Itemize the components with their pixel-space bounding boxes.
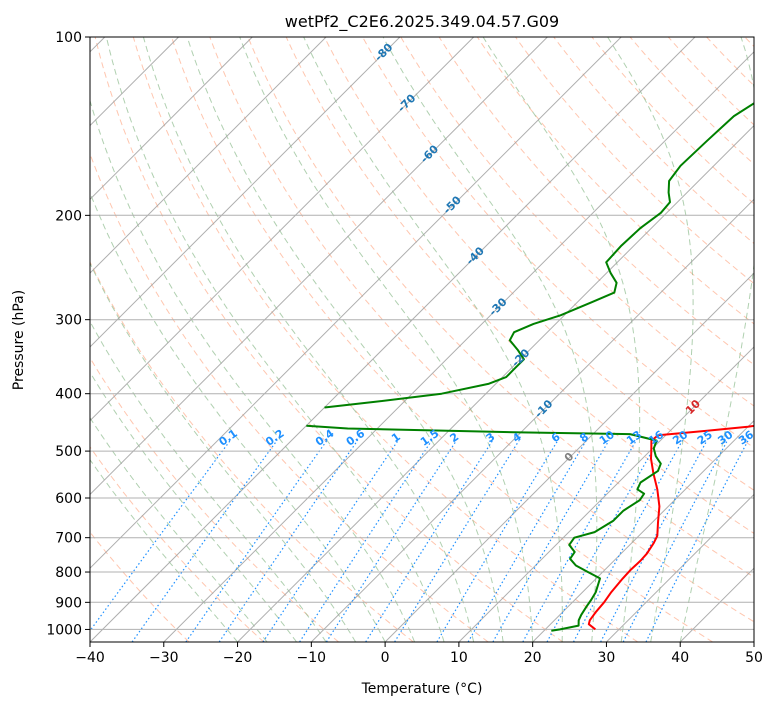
chart-title: wetPf2_C2E6.2025.349.04.57.G09 (285, 12, 559, 32)
plot-frame (89, 36, 755, 643)
dry-adiabat-line (323, 37, 754, 491)
mixing-ratio-label: 36 (736, 428, 756, 448)
y-axis-title: Pressure (hPa) (11, 290, 27, 390)
mixing-ratio-line (299, 439, 433, 642)
x-tick-label: 20 (524, 650, 542, 666)
y-tick-label: 700 (55, 531, 82, 547)
moist-adiabat-line (90, 320, 327, 642)
moist-adiabat-line (382, 37, 598, 642)
x-tick-label: 0 (381, 650, 390, 666)
mixing-ratio-line (262, 439, 399, 642)
y-tick-label: 900 (55, 595, 82, 611)
x-tick-label: −30 (149, 650, 179, 666)
y-tick-label: 800 (55, 565, 82, 581)
dewpoint-profile-line (324, 102, 754, 409)
isotherm-line (90, 37, 327, 274)
moist-adiabat-line (90, 262, 357, 642)
isotherm-line (90, 37, 696, 642)
isotherm-line (606, 493, 754, 642)
dry-adiabat-line (94, 37, 564, 642)
y-tick-label: 1000 (46, 622, 82, 638)
isotherm-line (90, 37, 548, 496)
x-tick-label: −20 (223, 650, 253, 666)
x-tick-label: 10 (450, 650, 468, 666)
dry-adiabat-line (438, 37, 754, 366)
plot-background (90, 37, 754, 642)
dry-adiabat-line (515, 37, 754, 285)
x-axis-title: Temperature (°C) (361, 681, 483, 697)
y-tick-label: 600 (55, 491, 82, 507)
dry-adiabat-line (90, 446, 265, 642)
moist-adiabat-line (90, 191, 386, 642)
dry-adiabat-line (553, 37, 754, 245)
moist-adiabat-line (303, 37, 563, 642)
y-tick-label: 500 (55, 444, 82, 460)
isotherm-line (237, 124, 754, 642)
mixing-ratio-line (131, 439, 278, 642)
y-tick-label: 100 (55, 30, 82, 46)
isotherm-line (458, 346, 754, 642)
dry-adiabat-line (247, 37, 754, 578)
isotherm-line (532, 419, 754, 642)
moist-adiabat-line (105, 37, 445, 642)
moist-adiabat-line (186, 37, 504, 642)
isotherm-line (90, 37, 475, 422)
x-tick-label: −10 (297, 650, 327, 666)
isotherm-line (384, 272, 754, 642)
isotherm-line (90, 37, 622, 569)
mixing-ratio-line (218, 439, 359, 642)
plot-area (90, 37, 754, 642)
x-tick-label: 40 (671, 650, 689, 666)
mixing-ratio-line (436, 439, 559, 642)
y-tick-label: 300 (55, 313, 82, 329)
isotherm-line (163, 51, 754, 642)
dry-adiabat-line (90, 260, 414, 642)
x-tick-label: 30 (598, 650, 616, 666)
moist-adiabat-line (142, 37, 475, 642)
mixing-ratio-line (467, 439, 587, 642)
moist-adiabat-line (239, 37, 534, 642)
dry-adiabat-line (400, 37, 754, 407)
mixing-ratio-line (185, 439, 328, 642)
moist-adiabat-line (90, 416, 268, 642)
dry-adiabat-line (629, 37, 754, 165)
x-tick-label: 50 (745, 650, 763, 666)
moist-adiabat-line (90, 458, 238, 642)
mixing-ratio-line (645, 440, 749, 642)
moist-adiabat-line (679, 37, 754, 642)
mixing-ratio-line (394, 439, 520, 642)
temperature-profile-line (587, 424, 754, 631)
moist-adiabat-line (90, 371, 297, 642)
axes: −40 −30 −20 −10 0 10 20 30 40 50 1000 900 800 700 600 5… (46, 30, 763, 666)
moist-adiabat-line (607, 37, 694, 642)
y-tick-label: 400 (55, 387, 82, 403)
dry-adiabat-line (132, 37, 639, 642)
isotherm-line (90, 37, 401, 348)
dewpoint-profile-line (306, 424, 662, 632)
dry-adiabat-line (209, 37, 754, 623)
x-tick-label: −40 (75, 650, 105, 666)
mixing-ratio-line (90, 439, 231, 632)
mixing-ratio-line (522, 439, 637, 642)
mixing-ratio-line (600, 440, 708, 642)
isotherm-line (90, 37, 253, 201)
mixing-ratio-line (622, 440, 729, 642)
y-tick-label: 200 (55, 208, 82, 224)
isotherm-line (310, 198, 754, 642)
